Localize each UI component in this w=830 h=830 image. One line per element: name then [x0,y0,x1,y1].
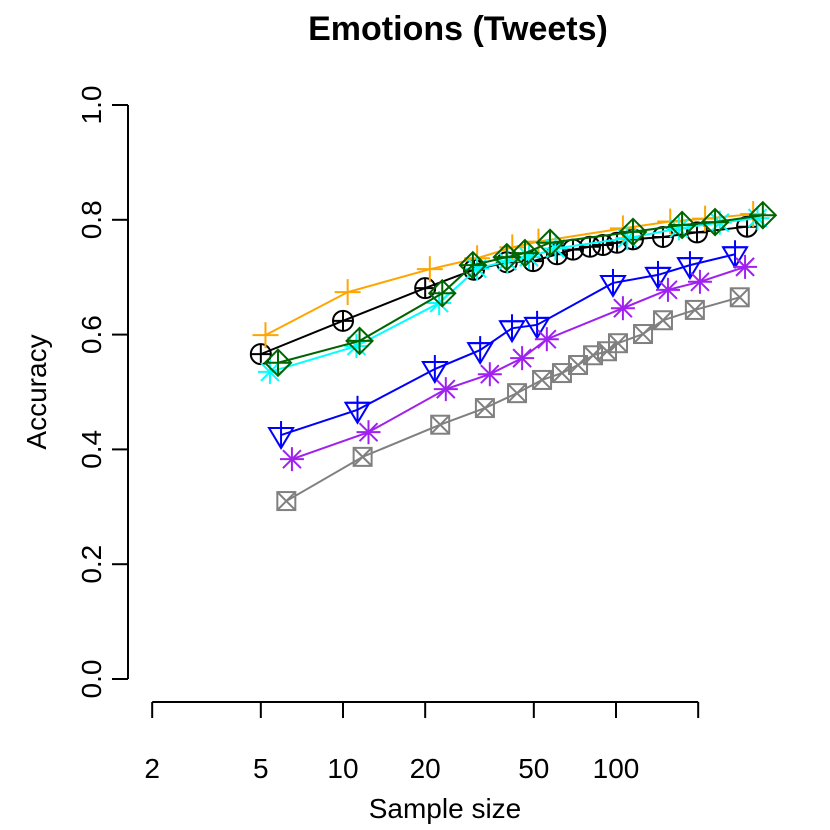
x-tick-label: 50 [518,753,549,784]
data-point-diamond-plus [345,326,374,356]
x-tick-label: 10 [327,753,358,784]
data-point-triangle-down-plus [721,240,749,270]
data-point-asterisk [655,277,680,302]
data-point-diamond-plus [510,238,540,268]
data-point-square-x [474,398,495,419]
data-point-diamond-plus [748,200,778,230]
data-point-diamond-plus [667,210,697,240]
data-point-square-x [532,369,553,390]
data-point-triangle-down-plus [676,251,704,281]
y-tick-label: 0.4 [76,430,107,469]
data-point-square-x [652,310,673,331]
data-point-triangle-down-plus [498,314,526,344]
x-tick-label: 20 [410,753,441,784]
y-tick-label: 0.6 [76,315,107,354]
data-point-square-x [607,333,628,354]
y-tick-label: 0.0 [76,660,107,699]
data-point-triangle-down-plus [421,355,449,384]
series-5 [279,254,758,472]
data-point-asterisk [477,362,502,387]
data-point-triangle-down-plus [599,268,627,298]
data-point-asterisk [510,346,535,371]
axes: 0.0 0.2 0.4 0.6 0.8 1.0 2 5 10 20 50 100 [76,86,700,784]
data-point-triangle-down-plus [267,421,295,450]
series-layer [249,200,778,512]
data-point-diamond-plus [700,207,730,237]
data-point-triangle-down-plus [644,260,672,290]
x-axis-label: Sample size [369,793,522,824]
series-0 [249,215,759,366]
data-point-circle-plus [591,234,614,257]
data-point-asterisk [356,420,381,445]
data-point-square-x [276,491,297,512]
data-point-plus [416,256,443,283]
y-tick-label: 0.8 [76,200,107,239]
data-point-asterisk [610,296,635,321]
y-tick-label: 0.2 [76,545,107,584]
data-point-circle-plus [332,309,354,332]
data-point-triangle-down-plus [466,336,494,366]
data-point-square-x [684,299,705,320]
series-3 [263,200,778,378]
data-point-square-x [352,446,373,467]
data-point-square-x [633,324,654,345]
data-point-square-x [507,383,528,404]
data-point-asterisk [666,216,691,241]
x-tick-label: 2 [144,753,160,784]
data-point-asterisk [687,269,712,294]
series-line [291,265,746,461]
data-point-asterisk [279,447,304,472]
data-point-diamond-plus [535,228,565,258]
data-point-diamond-plus [618,217,648,247]
data-point-diamond-plus [263,348,293,378]
series-4 [267,240,749,450]
data-point-asterisk [733,254,758,279]
data-point-asterisk [433,377,458,402]
x-tick-label: 100 [593,753,640,784]
series-6 [276,287,750,512]
x-tick-label: 5 [253,753,269,784]
data-point-asterisk [534,327,559,352]
y-tick-label: 1.0 [76,86,107,125]
y-axis-label: Accuracy [21,334,52,449]
data-point-diamond-plus [427,278,457,308]
data-point-square-x [729,287,750,308]
data-point-triangle-down-plus [343,395,372,425]
series-line [280,253,736,436]
series-line [265,213,754,337]
data-point-plus [252,322,279,349]
data-point-triangle-down-plus [523,310,551,340]
data-point-plus [334,279,361,306]
chart-title: Emotions (Tweets) [308,10,608,48]
data-point-diamond-plus [458,250,488,280]
data-point-square-x [430,414,451,435]
